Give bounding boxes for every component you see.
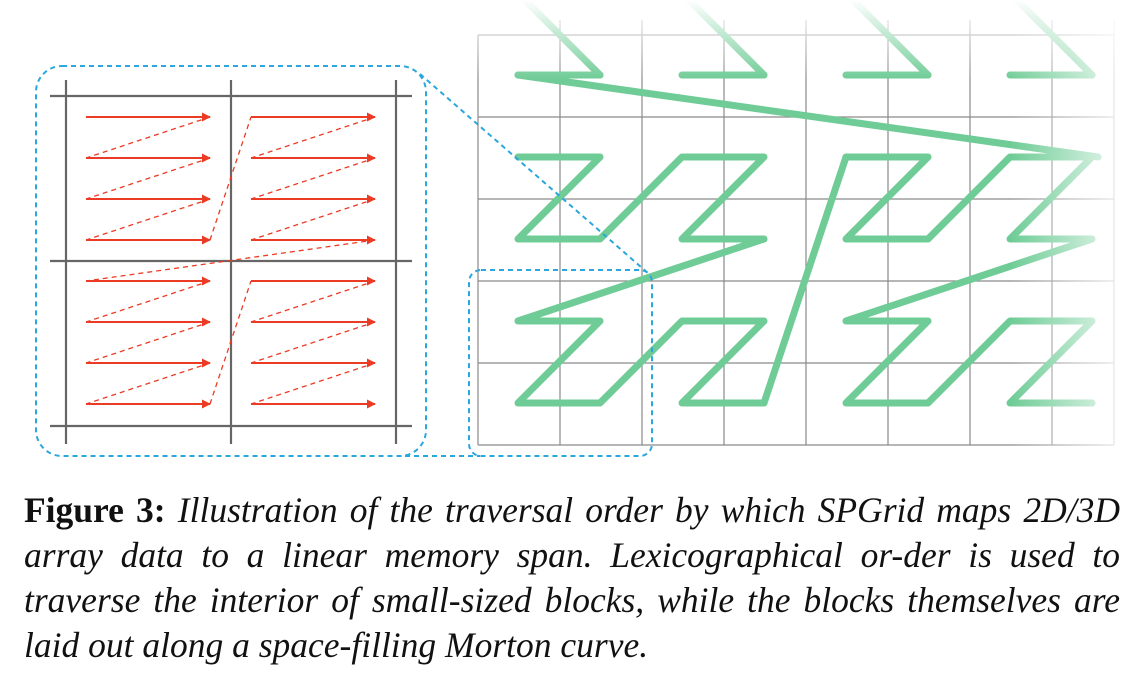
block-grid — [477, 20, 1115, 446]
morton-path-left — [514, 153, 768, 407]
figure-label: Figure 3: — [24, 490, 166, 530]
morton-connector — [514, 71, 1102, 161]
lex-return-dashed — [250, 362, 376, 405]
figure-caption: Figure 3: Illustration of the traversal … — [24, 488, 1120, 668]
lex-return-dashed — [250, 157, 376, 200]
lex-return-dashed — [85, 157, 211, 200]
lex-return-dashed — [250, 198, 376, 241]
zoom-indicator — [35, 65, 653, 457]
lex-return-dashed — [85, 198, 211, 241]
zoom-connector-top — [419, 73, 650, 275]
lex-return-dashed — [250, 116, 376, 159]
zoomed-block-grid — [50, 80, 412, 444]
lex-return-dashed — [85, 239, 376, 282]
lexicographic-order — [85, 112, 376, 409]
lex-return-dashed — [85, 362, 211, 405]
lex-return-dashed — [209, 116, 252, 241]
figure-caption-text: Illustration of the traversal order by w… — [24, 490, 1120, 665]
lex-return-dashed — [85, 280, 211, 323]
morton-connector — [760, 153, 850, 407]
lex-return-dashed — [85, 321, 211, 364]
traversal-figure — [35, 0, 1144, 460]
lex-return-dashed — [250, 280, 376, 323]
lex-return-dashed — [85, 116, 211, 159]
lex-return-dashed — [250, 321, 376, 364]
fade-right-overlay — [1010, 0, 1144, 460]
lex-return-dashed — [209, 280, 252, 405]
